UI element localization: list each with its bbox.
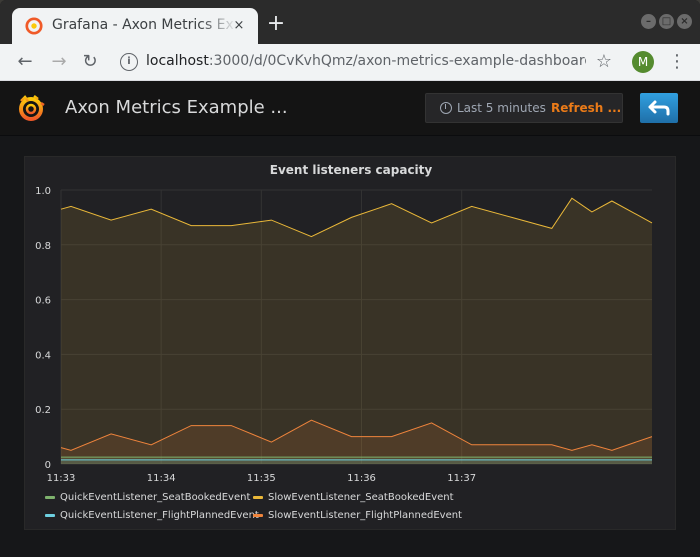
x-tick-label: 11:36 [347,473,376,484]
y-tick-label: 0.2 [35,405,51,416]
legend-swatch [45,513,55,517]
browser-tab[interactable]: Grafana - Axon Metrics Example dashboard… [12,8,258,44]
time-picker-button[interactable]: Last 5 minutes Refresh ... [425,93,623,123]
panel-title[interactable]: Event listeners capacity [269,163,433,177]
dashboard-body: Event listeners capacity 0 0.2 0.4 0.6 0.8 1.… [0,136,700,557]
series-area [61,420,652,464]
url-host: localhost [146,53,209,69]
dashboard-title[interactable]: Axon Metrics Example ... [65,97,288,118]
tab-title: Grafana - Axon Metrics Example dashboard [52,17,237,33]
legend-swatch [253,513,263,517]
legend-item[interactable]: SlowEventListener_FlightPlannedEvent [253,510,462,526]
legend-label: QuickEventListener_SeatBookedEvent [60,492,251,503]
legend-item[interactable]: SlowEventListener_SeatBookedEvent [253,492,454,508]
new-tab-button[interactable]: + [266,11,286,36]
time-range-label: Last 5 minutes [457,101,546,115]
window-close-button[interactable]: × [677,14,692,29]
y-tick-label: 0 [45,460,51,471]
series-line [60,419,653,451]
y-tick-label: 1.0 [35,186,51,197]
bookmark-star-icon[interactable]: ☆ [595,51,613,72]
y-tick-label: 0.6 [35,296,51,307]
chart-legend: QuickEventListener_SeatBookedEvent SlowEv… [45,492,665,528]
x-tick-label: 11:37 [447,473,476,484]
legend-swatch [253,495,263,499]
series-area [61,459,652,464]
refresh-interval-label: Refresh ... [551,101,622,115]
legend-swatch [45,495,55,499]
clock-icon [440,102,452,114]
legend-label: QuickEventListener_FlightPlannedEvent [60,510,259,521]
graph-panel: Event listeners capacity 0 0.2 0.4 0.6 0.8 1.… [24,156,676,530]
back-arrow-icon[interactable]: ← [17,51,33,72]
legend-item[interactable]: QuickEventListener_SeatBookedEvent [45,492,250,508]
back-to-dashboard-button[interactable] [640,93,678,123]
series-area [61,198,652,464]
menu-dots-icon[interactable]: ⋮ [668,51,686,72]
info-icon[interactable]: i [120,53,138,71]
url-path: :3000/d/0CvKvhQmz/axon-metrics-example-d… [208,53,586,69]
x-tick-label: 11:33 [47,473,76,484]
undo-arrow-icon [648,100,670,116]
tab-close-icon[interactable]: × [233,18,245,33]
grafana-navbar: Axon Metrics Example ... Last 5 minutes … [0,81,700,136]
minimize-button[interactable]: – [641,14,656,29]
chart-svg: 0 0.2 0.4 0.6 0.8 1.0 11:33 11:34 11:35 11:36 11:3… [35,186,653,484]
grafana-favicon-icon [25,17,43,35]
series-area [61,457,652,464]
legend-label: SlowEventListener_SeatBookedEvent [268,492,454,503]
address-bar[interactable]: i localhost:3000/d/0CvKvhQmz/axon-metric… [110,47,620,77]
maximize-button[interactable]: □ [659,14,674,29]
legend-item[interactable]: QuickEventListener_FlightPlannedEvent [45,510,259,526]
reload-icon[interactable]: ↻ [82,51,98,72]
grafana-logo-icon[interactable] [16,93,46,123]
profile-avatar[interactable]: M [632,51,654,73]
url-text[interactable]: localhost:3000/d/0CvKvhQmz/axon-metrics-… [146,53,586,73]
x-tick-label: 11:34 [147,473,176,484]
forward-arrow-icon[interactable]: → [51,51,67,72]
x-tick-label: 11:35 [247,473,276,484]
title-bar: Grafana - Axon Metrics Example dashboard… [0,0,700,44]
series-line [60,197,653,238]
y-tick-label: 0.4 [35,350,51,361]
browser-toolbar: ← → ↻ i localhost:3000/d/0CvKvhQmz/axon-… [0,44,700,81]
legend-label: SlowEventListener_FlightPlannedEvent [268,510,462,521]
y-tick-label: 0.8 [35,241,51,252]
